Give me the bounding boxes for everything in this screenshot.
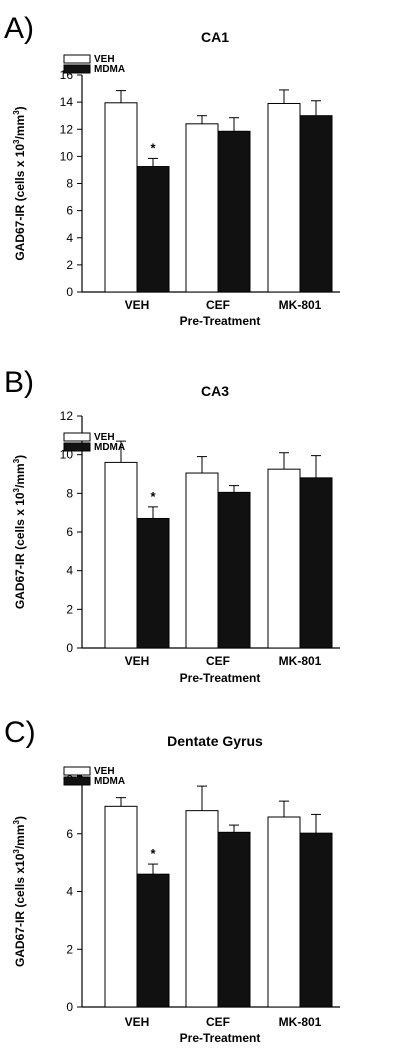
y-axis-label-part: /mm (13, 115, 27, 140)
y-tick-label: 0 (66, 641, 73, 655)
legend-swatch-mdma (63, 64, 91, 74)
bar-mdma (217, 491, 251, 649)
x-axis-label: Pre-Treatment (180, 314, 261, 328)
legend-swatch-mdma (63, 442, 91, 452)
x-tick-label: CEF (206, 298, 230, 312)
y-axis-label-sup: 3 (12, 110, 21, 115)
y-tick-label: 12 (60, 122, 74, 136)
y-tick-label: 0 (66, 1000, 73, 1014)
bar-mdma (217, 831, 251, 1008)
legend-label: MDMA (94, 442, 125, 453)
significance-marker: * (150, 489, 156, 504)
y-tick-label: 6 (66, 827, 73, 841)
bar-veh (185, 123, 219, 293)
bar-veh (104, 461, 138, 649)
legend-label: MDMA (94, 776, 125, 787)
chart-title: Dentate Gyrus (167, 733, 263, 749)
x-tick-label: MK-801 (279, 654, 322, 668)
y-tick-label: 6 (66, 204, 73, 218)
y-tick-label: 2 (66, 942, 73, 956)
panel-letter: B) (4, 366, 34, 399)
x-axis-label: Pre-Treatment (180, 671, 261, 685)
x-axis-label: Pre-Treatment (180, 1031, 261, 1045)
bar-veh (104, 805, 138, 1008)
y-axis-label: GAD67-IR (cells x 103/mm3) (12, 455, 27, 609)
y-tick-label: 10 (60, 149, 74, 163)
x-tick-label: CEF (206, 654, 230, 668)
bar-veh (267, 468, 301, 649)
legend-swatch-mdma (63, 776, 91, 786)
x-tick-label: CEF (206, 1015, 230, 1029)
x-tick-label: MK-801 (279, 1015, 322, 1029)
legend-swatch-veh (63, 766, 91, 776)
y-tick-label: 2 (66, 258, 73, 272)
y-axis-label-part: GAD67-IR (cells x 10 (13, 492, 27, 609)
y-axis-label-sup: 3 (12, 139, 21, 144)
panel-letter: A) (4, 12, 34, 45)
y-tick-label: 8 (66, 177, 73, 191)
bar-veh (267, 816, 301, 1008)
legend-swatch-veh (63, 54, 91, 64)
x-tick-label: VEH (125, 654, 150, 668)
y-axis-label-part: ) (13, 455, 27, 459)
significance-marker: * (150, 140, 156, 155)
chart-title: CA1 (201, 29, 229, 45)
legend-swatch-veh (63, 432, 91, 442)
bar-mdma (299, 477, 333, 649)
y-tick-label: 12 (60, 409, 74, 423)
bar-veh (267, 102, 301, 293)
panel-letter: C) (4, 716, 36, 749)
x-tick-label: VEH (125, 1015, 150, 1029)
y-tick-label: 8 (66, 486, 73, 500)
x-tick-label: MK-801 (279, 298, 322, 312)
legend-label: MDMA (94, 64, 125, 75)
y-tick-label: 4 (66, 885, 73, 899)
y-axis-label-part: GAD67-IR (cells x10 (13, 853, 27, 967)
bar-mdma (136, 873, 170, 1008)
y-axis-label-part: ) (13, 816, 27, 820)
y-tick-label: 8 (66, 769, 73, 783)
y-tick-label: 2 (66, 602, 73, 616)
y-axis-label-sup: 3 (12, 458, 21, 463)
legend-label: VEH (94, 54, 115, 65)
bar-veh (185, 472, 219, 649)
y-axis-label: GAD67-IR (cells x 103/mm3) (12, 106, 27, 260)
bar-veh (104, 102, 138, 293)
legend-label: VEH (94, 432, 115, 443)
y-tick-label: 0 (66, 285, 73, 299)
y-axis-label-sup: 3 (12, 487, 21, 492)
y-tick-label: 4 (66, 564, 73, 578)
y-axis-label-sup: 3 (12, 849, 21, 854)
bar-mdma (136, 517, 170, 649)
chart-title: CA3 (201, 383, 229, 399)
y-axis-label-sup: 3 (12, 819, 21, 824)
y-tick-label: 14 (60, 95, 74, 109)
bar-mdma (299, 832, 333, 1008)
bar-mdma (136, 166, 170, 293)
legend-label: VEH (94, 766, 115, 777)
y-axis-label-part: /mm (13, 463, 27, 488)
bar-veh (185, 810, 219, 1008)
bar-mdma (217, 130, 251, 293)
y-axis-label-part: ) (13, 106, 27, 110)
y-axis-label-part: GAD67-IR (cells x 10 (13, 144, 27, 261)
bar-mdma (299, 115, 333, 293)
y-tick-label: 4 (66, 231, 73, 245)
significance-marker: * (150, 846, 156, 861)
y-axis-label: GAD67-IR (cells x103/mm3) (12, 816, 27, 967)
x-tick-label: VEH (125, 298, 150, 312)
y-tick-label: 6 (66, 525, 73, 539)
y-axis-label-part: /mm (13, 824, 27, 849)
